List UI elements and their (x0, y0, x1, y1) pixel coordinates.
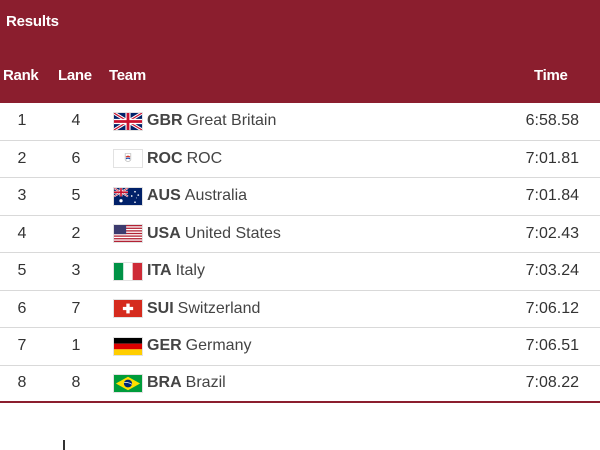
team-cell[interactable]: GER Germany (113, 328, 251, 365)
gbr-flag-icon (113, 111, 143, 131)
lane-cell: 3 (71, 262, 81, 280)
country-name: Great Britain (186, 112, 277, 130)
team-cell[interactable]: SUI Switzerland (113, 291, 260, 328)
time-cell: 7:03.24 (525, 262, 579, 280)
country-name: United States (184, 224, 281, 242)
table-row[interactable]: 8 8 BRA Brazil 7:08.22 (0, 366, 600, 403)
lane-cell: 1 (71, 337, 81, 355)
ger-flag-icon (113, 336, 143, 356)
country-name: Australia (184, 187, 248, 205)
lane-cell: 4 (71, 112, 81, 130)
time-cell: 6:58.58 (525, 112, 579, 130)
rank-cell: 8 (17, 374, 27, 392)
table-row[interactable]: 6 7 SUI Switzerland 7:06.12 (0, 291, 600, 328)
rank-cell: 1 (17, 112, 27, 130)
column-header-rank[interactable]: Rank (3, 67, 39, 84)
lane-cell: 5 (71, 187, 81, 205)
text-cursor (63, 440, 65, 450)
rank-cell: 4 (17, 224, 27, 242)
time-cell: 7:01.81 (525, 149, 579, 167)
table-row[interactable]: 2 6 ROC ROC 7:01.81 (0, 141, 600, 178)
rank-cell: 5 (17, 262, 27, 280)
column-header-time[interactable]: Time (534, 67, 568, 84)
team-cell[interactable]: ROC ROC (113, 141, 222, 178)
ita-flag-icon (113, 261, 143, 281)
country-name: Italy (175, 262, 205, 280)
time-cell: 7:01.84 (525, 187, 579, 205)
results-header: Results Rank Lane Team Time (0, 0, 600, 103)
table-row[interactable]: 1 4 GBR Great Britain 6:58.58 (0, 103, 600, 141)
bra-flag-icon (113, 373, 143, 393)
country-code: GBR (147, 112, 183, 130)
rank-cell: 3 (17, 187, 27, 205)
country-name: Switzerland (177, 299, 261, 317)
lane-cell: 8 (71, 374, 81, 392)
team-cell[interactable]: ITA Italy (113, 253, 205, 290)
rank-cell: 6 (17, 299, 27, 317)
country-code: BRA (147, 374, 182, 392)
team-cell[interactable]: BRA Brazil (113, 366, 226, 402)
country-name: ROC (186, 149, 223, 167)
column-header-team[interactable]: Team (109, 67, 146, 84)
table-row[interactable]: 7 1 GER Germany 7:06.51 (0, 328, 600, 366)
sui-flag-icon (113, 299, 143, 319)
lane-cell: 2 (71, 224, 81, 242)
time-cell: 7:06.51 (525, 337, 579, 355)
column-header-lane[interactable]: Lane (58, 67, 92, 84)
team-cell[interactable]: USA United States (113, 216, 281, 253)
aus-flag-icon (113, 186, 143, 206)
country-name: Brazil (185, 374, 226, 392)
country-code: SUI (147, 299, 174, 317)
lane-cell: 6 (71, 149, 81, 167)
table-row[interactable]: 3 5 (0, 178, 600, 216)
country-code: ITA (147, 262, 172, 280)
team-cell[interactable]: GBR Great Britain (113, 103, 276, 140)
time-cell: 7:06.12 (525, 299, 579, 317)
country-code: USA (147, 224, 181, 242)
country-name: Germany (185, 337, 252, 355)
team-cell[interactable]: AUS Australia (113, 178, 247, 215)
roc-flag-icon (113, 149, 143, 169)
table-row[interactable]: 5 3 ITA Italy 7:03.24 (0, 253, 600, 291)
country-code: AUS (147, 187, 181, 205)
results-table: 1 4 GBR Great Britain 6:58.58 2 6 (0, 103, 600, 403)
rank-cell: 7 (17, 337, 27, 355)
table-row[interactable]: 4 2 USA United States 7:02.43 (0, 216, 600, 253)
rank-cell: 2 (17, 149, 27, 167)
time-cell: 7:08.22 (525, 374, 579, 392)
country-code: GER (147, 337, 182, 355)
country-code: ROC (147, 149, 183, 167)
lane-cell: 7 (71, 299, 81, 317)
usa-flag-icon (113, 224, 143, 244)
results-title: Results (6, 13, 59, 30)
time-cell: 7:02.43 (525, 224, 579, 242)
